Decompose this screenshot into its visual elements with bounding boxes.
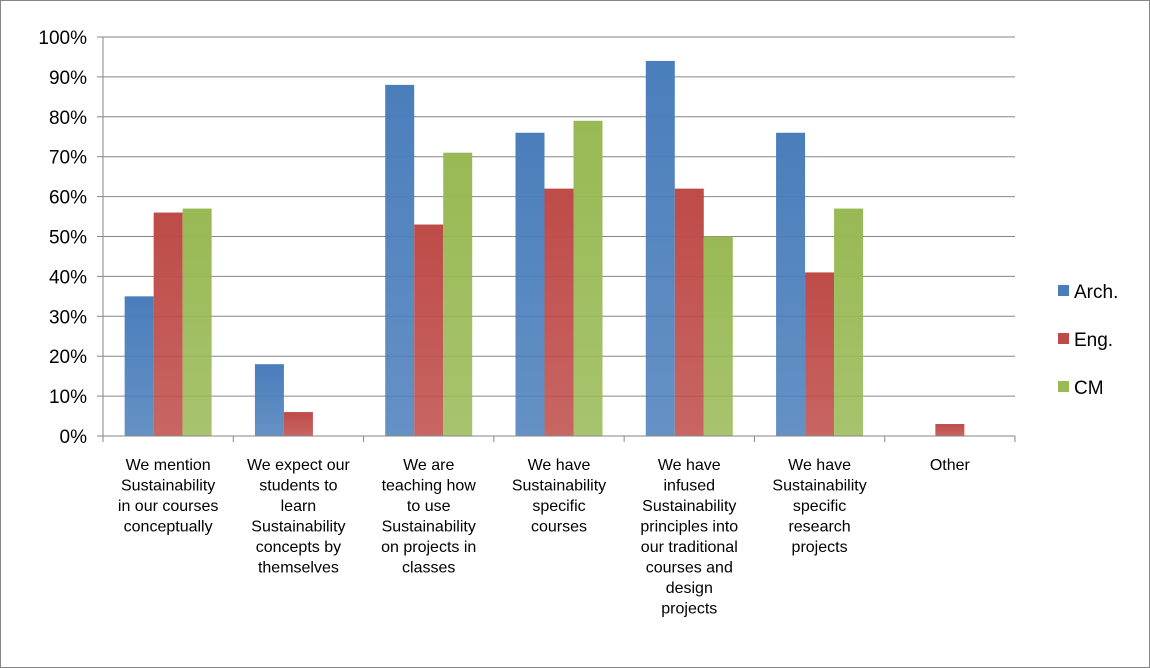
- bar-cm-2: [443, 152, 473, 436]
- x-category-label: We have infused Sustainability principles i…: [640, 457, 738, 618]
- bar-cm-5: [834, 208, 864, 436]
- legend-label: CM: [1074, 378, 1104, 399]
- y-tick-label: 50%: [49, 228, 87, 249]
- y-tick-label: 70%: [49, 148, 87, 169]
- bar-eng-3: [544, 188, 574, 436]
- y-tick-label: 30%: [49, 307, 87, 328]
- bar-eng-1: [283, 412, 313, 436]
- x-category-label: We have Sustainability specific research pro…: [772, 457, 866, 556]
- x-category-label: We are teaching how to use Sustainability on…: [381, 457, 476, 577]
- y-tick-label: 40%: [49, 267, 87, 288]
- bar-arch-1: [254, 364, 284, 436]
- x-category-label: Other: [930, 457, 971, 474]
- legend-label: Arch.: [1074, 282, 1118, 303]
- bar-arch-3: [515, 132, 545, 436]
- bar-arch-5: [776, 132, 806, 436]
- y-tick-label: 100%: [38, 28, 87, 49]
- bar-arch-4: [645, 60, 675, 436]
- bar-cm-3: [573, 120, 603, 436]
- legend-swatch: [1058, 333, 1069, 344]
- bar-cm-4: [703, 236, 733, 436]
- y-tick-label: 60%: [49, 188, 87, 209]
- bar-arch-2: [385, 84, 415, 436]
- y-tick-label: 90%: [49, 68, 87, 89]
- x-category-label: We mention Sustainability in our courses co…: [118, 457, 219, 536]
- bar-eng-2: [414, 224, 444, 436]
- bar-eng-4: [674, 188, 704, 436]
- y-tick-label: 20%: [49, 347, 87, 368]
- y-tick-label: 0%: [60, 427, 88, 448]
- y-tick-label: 80%: [49, 108, 87, 129]
- legend-swatch: [1058, 285, 1069, 296]
- bar-eng-6: [935, 424, 965, 436]
- bar-cm-0: [182, 208, 212, 436]
- legend-swatch: [1058, 381, 1069, 392]
- bar-arch-0: [124, 296, 154, 436]
- legend-label: Eng.: [1074, 330, 1113, 351]
- x-category-label: We have Sustainability specific courses: [512, 457, 606, 536]
- bar-eng-5: [805, 272, 835, 436]
- bar-eng-0: [153, 212, 183, 436]
- y-tick-label: 10%: [49, 387, 87, 408]
- x-category-label: We expect our students to learn Sustainabil…: [247, 457, 351, 577]
